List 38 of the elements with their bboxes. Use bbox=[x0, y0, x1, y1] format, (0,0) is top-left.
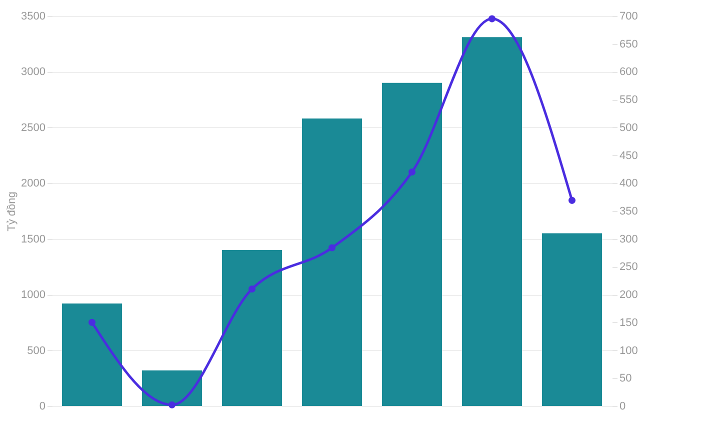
y2-tick-label: 50 bbox=[620, 372, 632, 385]
y-tick-label: 2000 bbox=[21, 178, 46, 190]
bar bbox=[462, 37, 522, 406]
y2-tick-label: 100 bbox=[620, 344, 638, 357]
y2-tick-label: 250 bbox=[620, 261, 638, 274]
bar bbox=[302, 118, 362, 406]
bar bbox=[62, 303, 122, 406]
y-tick-label: 1500 bbox=[21, 233, 46, 246]
bar bbox=[222, 250, 282, 406]
y-tick-label: 2500 bbox=[21, 122, 46, 134]
y-axis-title: Tỷ đồng bbox=[6, 192, 18, 232]
point bbox=[328, 244, 336, 252]
point bbox=[168, 401, 176, 408]
y2-tick-label: 650 bbox=[620, 38, 638, 50]
point bbox=[568, 196, 576, 204]
y2-tick-label: 500 bbox=[620, 122, 638, 134]
bar bbox=[142, 370, 202, 406]
y2-tick-label: 150 bbox=[620, 316, 638, 329]
y2-tick-label: 200 bbox=[620, 289, 638, 302]
point bbox=[248, 285, 256, 293]
y-tick-label: 3000 bbox=[21, 66, 46, 78]
y2-tick-label: 700 bbox=[620, 10, 638, 22]
point bbox=[88, 318, 96, 326]
y-tick-label: 0 bbox=[39, 400, 46, 412]
y-tick-label: 3500 bbox=[21, 10, 46, 22]
y2-tick-label: 350 bbox=[620, 206, 638, 218]
bar bbox=[542, 233, 602, 406]
point bbox=[488, 15, 496, 22]
y2-tick-label: 450 bbox=[620, 150, 638, 162]
y2-tick-label: 0 bbox=[620, 400, 626, 412]
y2-tick-label: 550 bbox=[620, 94, 638, 106]
y-tick-label: 1000 bbox=[21, 289, 46, 302]
y2-tick-label: 600 bbox=[620, 66, 638, 78]
y2-tick-label: 300 bbox=[620, 233, 638, 246]
point bbox=[408, 168, 416, 176]
bar bbox=[382, 82, 442, 406]
y-tick-label: 500 bbox=[27, 344, 46, 357]
y2-tick-label: 400 bbox=[620, 178, 638, 190]
